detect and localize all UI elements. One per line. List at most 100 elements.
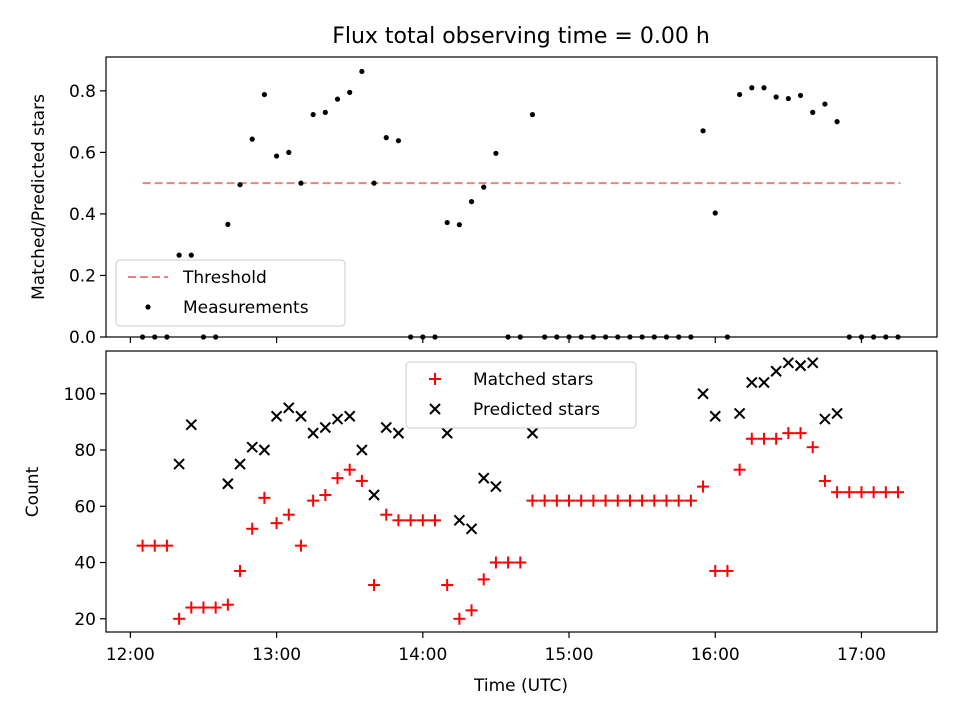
predicted-point <box>234 458 246 470</box>
legend-predicted-swatch <box>429 403 441 415</box>
matched-point <box>709 564 722 577</box>
y-tick-label: 0.0 <box>69 328 96 348</box>
measurement-point <box>395 138 402 144</box>
measurement-point <box>237 182 243 188</box>
predicted-point <box>270 410 283 422</box>
measurement-point <box>225 221 231 227</box>
matched-point <box>684 494 697 507</box>
predicted-point <box>331 413 344 425</box>
matched-point <box>721 564 734 577</box>
measurement-point <box>737 91 743 98</box>
count-legend-box <box>405 361 637 429</box>
predicted-point <box>343 410 356 422</box>
matched-point <box>380 508 393 521</box>
predicted-point <box>173 458 185 470</box>
predicted-point <box>258 444 271 456</box>
measurement-point <box>286 149 292 155</box>
matched-point <box>818 474 831 487</box>
matched-point <box>660 494 673 507</box>
x-tick-label: 15:00 <box>545 645 594 665</box>
x-tick-label: 14:00 <box>398 645 447 665</box>
measurement-point <box>383 135 389 141</box>
x-tick-label: 16:00 <box>691 645 740 665</box>
matched-point <box>538 494 551 507</box>
predicted-point <box>246 441 258 453</box>
predicted-point <box>319 421 332 434</box>
legend-measurements-label: Measurements <box>183 298 309 318</box>
measurement-point <box>822 101 828 107</box>
matched-point <box>599 494 612 507</box>
ratio-legend: Threshold Measurements <box>115 259 346 327</box>
matched-point <box>782 427 795 440</box>
matched-point <box>672 494 685 507</box>
measurement-point <box>322 109 328 115</box>
matched-point <box>855 486 868 499</box>
y-tick-label: 0.8 <box>69 82 96 102</box>
predicted-point <box>526 427 539 439</box>
ratio-y-label: Matched/Predicted stars <box>29 94 49 300</box>
count-plot-area <box>136 357 905 625</box>
matched-point <box>733 463 746 476</box>
matched-point <box>867 486 880 499</box>
predicted-point <box>819 413 831 425</box>
predicted-point <box>831 407 843 420</box>
y-tick-label: 100 <box>64 385 96 405</box>
matched-point <box>258 491 271 504</box>
count-x-axis: 12:00 13:00 14:00 15:00 16:00 17:00 <box>106 632 886 665</box>
x-tick-label: 13:00 <box>252 645 301 665</box>
ratio-y-axis: 0.0 0.2 0.4 0.6 0.8 <box>69 82 106 348</box>
measurement-point <box>797 92 804 99</box>
matched-point <box>526 494 539 507</box>
matched-point <box>307 494 320 507</box>
measurement-point <box>785 95 791 102</box>
predicted-point <box>368 489 380 501</box>
predicted-point <box>770 365 782 377</box>
count-y-axis: 20 40 60 80 100 <box>64 385 106 630</box>
matched-point <box>234 564 247 577</box>
legend-measurements-swatch <box>145 304 151 310</box>
measurement-point <box>188 252 194 258</box>
measurement-point <box>371 180 377 186</box>
matched-point <box>428 514 441 527</box>
legend-threshold-label: Threshold <box>182 268 267 288</box>
matched-point <box>209 601 222 614</box>
matched-point <box>563 494 576 507</box>
matched-point <box>136 539 149 552</box>
predicted-point <box>733 407 746 420</box>
measurement-point <box>298 180 304 186</box>
matched-point <box>806 441 819 454</box>
matched-point <box>757 432 770 445</box>
matched-point <box>185 601 198 614</box>
predicted-point <box>453 514 466 527</box>
ratio-x-ticks <box>129 337 863 343</box>
y-tick-label: 0.2 <box>69 266 96 286</box>
count-legend: Matched stars Predicted stars <box>405 361 637 429</box>
measurement-point <box>810 109 816 115</box>
matched-point <box>575 494 588 507</box>
matched-point <box>331 472 344 485</box>
matched-point <box>355 474 368 487</box>
matched-point <box>611 494 624 507</box>
predicted-point <box>746 376 758 389</box>
y-tick-label: 80 <box>74 441 96 461</box>
predicted-point <box>709 410 721 422</box>
matched-point <box>636 494 649 507</box>
matched-point <box>368 579 381 592</box>
predicted-point <box>465 523 478 535</box>
predicted-point <box>185 418 198 431</box>
predicted-point <box>222 478 234 490</box>
matched-point <box>892 486 905 499</box>
predicted-point <box>758 376 770 389</box>
matched-point <box>831 486 844 499</box>
matched-point <box>173 612 186 625</box>
measurement-point <box>273 153 280 159</box>
matched-point <box>489 556 502 569</box>
predicted-point <box>441 427 453 439</box>
predicted-point <box>380 421 392 434</box>
measurement-point <box>773 94 779 100</box>
matched-point <box>697 480 710 493</box>
predicted-point <box>356 444 368 456</box>
measurement-point <box>468 199 475 205</box>
predicted-point <box>794 359 807 372</box>
measurement-point <box>761 85 767 91</box>
